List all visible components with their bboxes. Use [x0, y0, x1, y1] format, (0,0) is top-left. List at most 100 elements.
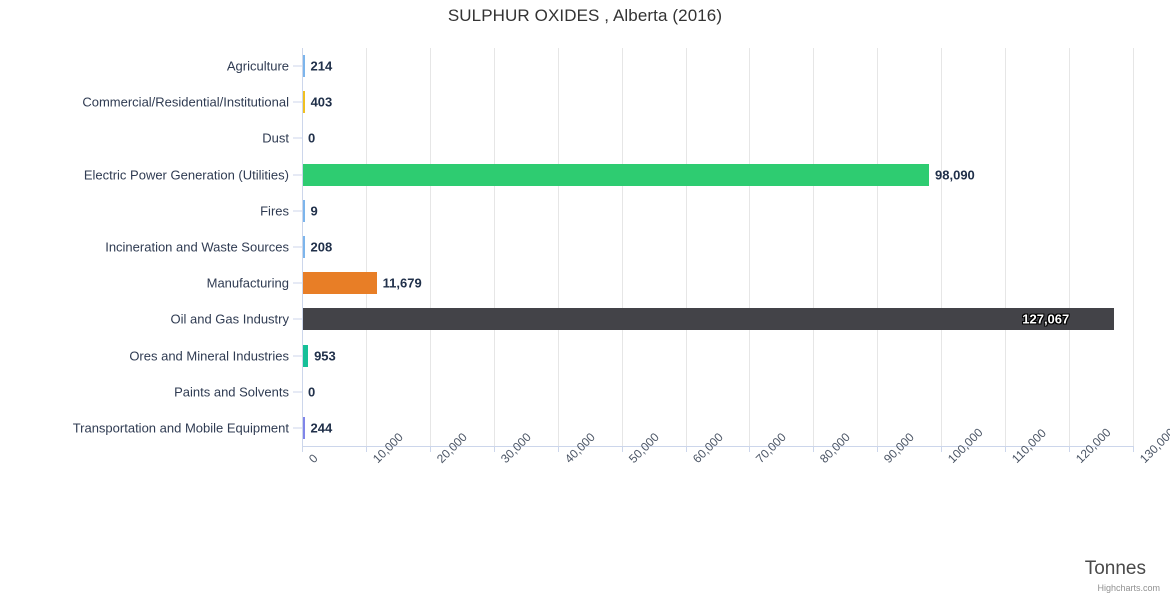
chart-row: Agriculture 214: [227, 48, 1133, 84]
bar-value-label: 0: [308, 384, 316, 400]
bar[interactable]: [302, 91, 305, 114]
x-axis-tick: [941, 446, 943, 452]
bar[interactable]: [302, 308, 1115, 331]
chart-row: Dust 0: [262, 120, 1133, 156]
y-axis-tick: [293, 355, 302, 357]
x-axis-tick: [685, 446, 687, 452]
chart-row: Fires 9: [260, 193, 1133, 229]
gridline: [813, 48, 815, 446]
chart-row: Commercial/Residential/Institutional 403: [82, 84, 1133, 120]
y-axis-tick: [293, 282, 302, 284]
y-axis-tick: [293, 101, 302, 103]
x-axis-tick-label: 70,000: [753, 430, 790, 466]
bar[interactable]: [302, 199, 305, 222]
category-label: Electric Power Generation (Utilities): [83, 167, 289, 183]
chart-row: Paints and Solvents 0: [174, 374, 1133, 410]
y-axis-tick: [293, 246, 302, 248]
gridline: [685, 48, 687, 446]
category-label: Oil and Gas Industry: [170, 311, 290, 327]
bar[interactable]: [302, 416, 305, 439]
x-axis-tick: [877, 446, 879, 452]
x-axis-tick-label: 50,000: [625, 430, 662, 466]
plot-area: Agriculture 214 Commercial/Residential/Ins…: [73, 48, 1134, 446]
bar-value-label: 9: [310, 203, 318, 219]
bar[interactable]: [302, 163, 930, 186]
gridline: [1133, 48, 1134, 446]
chart-row: Electric Power Generation (Utilities) 98,…: [84, 157, 1133, 193]
x-axis-tick: [813, 446, 815, 452]
highcharts-credits: Highcharts.com: [1097, 583, 1160, 593]
category-label: Fires: [260, 203, 289, 219]
y-axis-tick: [293, 210, 302, 212]
x-axis-title: Tonnes: [1084, 558, 1146, 579]
y-axis-line: [302, 48, 303, 446]
gridline: [1069, 48, 1071, 446]
chart-row: Manufacturing 11,679: [207, 265, 1133, 301]
x-axis-tick: [429, 446, 431, 452]
bar-value-label: 0: [308, 130, 316, 146]
x-axis-tick: [302, 446, 303, 452]
bar-value-label: 208: [310, 239, 333, 255]
category-label: Transportation and Mobile Equipment: [72, 420, 289, 436]
x-axis-tick-label: 130,000: [1137, 425, 1170, 466]
bar-value-label: 953: [314, 348, 336, 364]
bar-value-label: 11,679: [382, 275, 422, 291]
y-axis-tick: [293, 427, 302, 429]
gridline: [877, 48, 879, 446]
x-axis-tick: [557, 446, 559, 452]
chart-row: Incineration and Waste Sources 208: [105, 229, 1133, 265]
bar-value-label: 98,090: [935, 167, 975, 183]
bar[interactable]: [302, 272, 377, 295]
x-axis-tick: [1133, 446, 1134, 452]
x-axis-tick: [1069, 446, 1071, 452]
category-label: Agriculture: [226, 58, 289, 74]
x-axis-tick-label: 90,000: [881, 430, 918, 466]
x-axis-tick-label: 80,000: [817, 430, 854, 466]
category-label: Manufacturing: [206, 275, 289, 291]
category-label: Commercial/Residential/Institutional: [82, 94, 289, 110]
x-axis-tick-label: 40,000: [561, 430, 598, 466]
chart-title: SULPHUR OXIDES , Alberta (2016): [447, 6, 723, 25]
gridline: [941, 48, 943, 446]
x-axis-tick: [365, 446, 367, 452]
x-axis-tick-label: 10,000: [369, 430, 406, 466]
gridline: [621, 48, 623, 446]
bar-value-label: 214: [310, 58, 333, 74]
gridline: [1005, 48, 1007, 446]
bar[interactable]: [302, 55, 305, 78]
gridline: [493, 48, 495, 446]
x-axis-tick-label: 30,000: [497, 430, 534, 466]
x-axis-tick-label: 120,000: [1073, 425, 1114, 466]
y-axis-tick: [293, 137, 302, 139]
chart-row: Ores and Mineral Industries 953: [129, 337, 1133, 373]
x-axis-tick-label: 60,000: [689, 430, 726, 466]
x-axis-tick-label: 100,000: [945, 425, 986, 466]
bar[interactable]: [302, 344, 309, 367]
category-label: Paints and Solvents: [174, 384, 289, 400]
category-label: Incineration and Waste Sources: [105, 239, 289, 255]
y-axis-tick: [293, 318, 302, 320]
x-axis-tick: [749, 446, 751, 452]
x-axis-tick-label: 110,000: [1009, 425, 1050, 466]
bar[interactable]: [302, 235, 305, 258]
gridline: [749, 48, 751, 446]
x-axis-tick: [621, 446, 623, 452]
gridline: [429, 48, 431, 446]
bar-value-label: 244: [310, 420, 333, 436]
x-axis-line: [302, 446, 1133, 447]
x-axis-tick-label: 20,000: [433, 430, 470, 466]
y-axis-tick: [293, 174, 302, 176]
chart-row: Transportation and Mobile Equipment 244: [73, 410, 1133, 446]
y-axis-tick: [293, 391, 302, 393]
bar-value-label: 127,067: [1022, 311, 1070, 327]
x-axis-tick: [1005, 446, 1007, 452]
gridline: [557, 48, 559, 446]
category-label: Ores and Mineral Industries: [129, 348, 289, 364]
category-label: Dust: [262, 130, 289, 146]
bar-value-label: 403: [310, 94, 333, 110]
x-axis-tick-label: 0: [306, 451, 321, 466]
y-axis-tick: [293, 65, 302, 67]
x-axis-tick: [493, 446, 495, 452]
gridline: [365, 48, 367, 446]
